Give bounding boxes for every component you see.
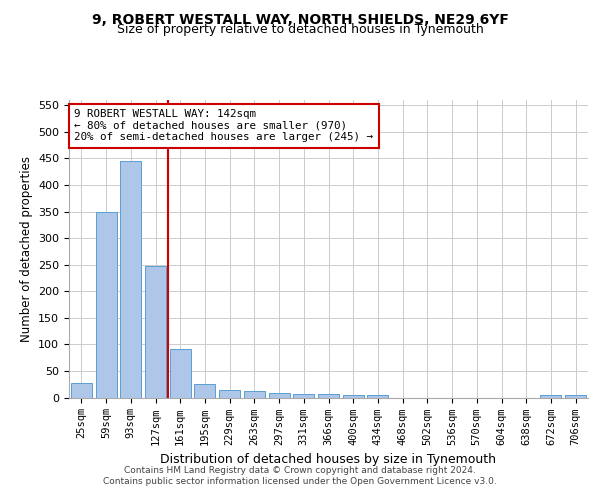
Bar	[244, 391, 265, 398]
Bar	[343, 395, 364, 398]
Bar	[318, 394, 339, 398]
Bar	[367, 395, 388, 398]
Bar	[120, 161, 141, 398]
Bar	[194, 384, 215, 398]
Text: 9 ROBERT WESTALL WAY: 142sqm
← 80% of detached houses are smaller (970)
20% of s: 9 ROBERT WESTALL WAY: 142sqm ← 80% of de…	[74, 109, 373, 142]
Bar	[565, 395, 586, 398]
Bar	[541, 395, 562, 398]
Bar	[219, 390, 240, 398]
Bar	[170, 348, 191, 398]
Bar	[293, 394, 314, 398]
Y-axis label: Number of detached properties: Number of detached properties	[20, 156, 32, 342]
Text: Size of property relative to detached houses in Tynemouth: Size of property relative to detached ho…	[116, 24, 484, 36]
Text: Contains HM Land Registry data © Crown copyright and database right 2024.: Contains HM Land Registry data © Crown c…	[124, 466, 476, 475]
Bar	[145, 266, 166, 398]
Bar	[71, 383, 92, 398]
Text: 9, ROBERT WESTALL WAY, NORTH SHIELDS, NE29 6YF: 9, ROBERT WESTALL WAY, NORTH SHIELDS, NE…	[92, 12, 508, 26]
Bar	[269, 393, 290, 398]
Text: Contains public sector information licensed under the Open Government Licence v3: Contains public sector information licen…	[103, 478, 497, 486]
Bar	[95, 212, 116, 398]
X-axis label: Distribution of detached houses by size in Tynemouth: Distribution of detached houses by size …	[161, 453, 497, 466]
